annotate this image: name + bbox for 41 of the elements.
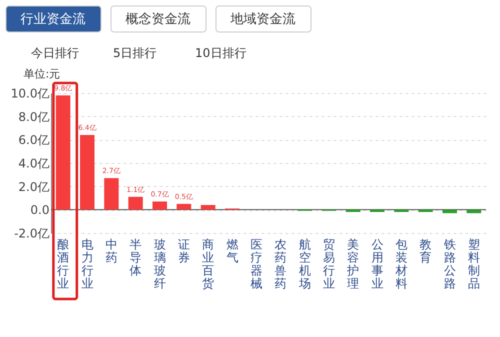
bar bbox=[176, 204, 192, 210]
text: 地域资金流 bbox=[230, 11, 296, 27]
bar bbox=[128, 196, 143, 210]
y-axis-title: 单位:元 bbox=[24, 68, 60, 80]
bar bbox=[200, 205, 216, 210]
x-tick-label: 美容护理 bbox=[346, 238, 360, 290]
y-tick-label: 2.0亿 bbox=[18, 180, 50, 194]
x-tick-label: 证券 bbox=[178, 238, 190, 264]
x-tick-label: 电力行业 bbox=[81, 238, 94, 290]
text: 行业资金流 bbox=[20, 11, 86, 27]
x-tick-label: 航空机场 bbox=[298, 238, 311, 290]
bar bbox=[466, 210, 482, 214]
bar bbox=[442, 210, 457, 214]
x-tick-label: 公用事业 bbox=[371, 238, 384, 290]
x-tick-label: 酿酒行业 bbox=[57, 238, 70, 290]
x-tick-label: 教育 bbox=[420, 238, 432, 264]
y-tick-label: 0.0 bbox=[30, 203, 50, 218]
text: 今日排行 bbox=[31, 46, 79, 60]
x-tick-label: 包装材料 bbox=[394, 238, 408, 290]
text: 概念资金流 bbox=[126, 11, 190, 27]
y-tick-label: -2.0亿 bbox=[14, 226, 50, 240]
y-tick-label: 6.0亿 bbox=[18, 133, 50, 148]
x-tick-label: 半导体 bbox=[130, 238, 142, 278]
text: 10日排行 bbox=[195, 46, 246, 60]
x-tick-label: 燃气 bbox=[226, 238, 238, 264]
x-tick-label: 商业百货 bbox=[202, 238, 214, 290]
bar bbox=[152, 202, 167, 210]
x-tick-label: 中药 bbox=[105, 238, 118, 264]
y-tick-label: 8.0亿 bbox=[18, 110, 50, 124]
x-tick-label: 农药兽药 bbox=[274, 238, 287, 290]
x-tick-label: 医疗器械 bbox=[250, 238, 262, 290]
y-tick-label: 10.0亿 bbox=[10, 86, 50, 100]
text: 5日排行 bbox=[113, 46, 157, 60]
x-tick-label: 铁路公路 bbox=[442, 238, 456, 290]
bar bbox=[56, 95, 70, 210]
y-tick-label: 4.0亿 bbox=[18, 156, 50, 170]
bar bbox=[80, 135, 94, 210]
x-tick-label: 贸易行业 bbox=[322, 238, 335, 290]
x-tick-label: 玻璃玻纤 bbox=[154, 238, 166, 290]
x-tick-label: 塑料制品 bbox=[468, 238, 480, 290]
bar bbox=[104, 178, 119, 210]
